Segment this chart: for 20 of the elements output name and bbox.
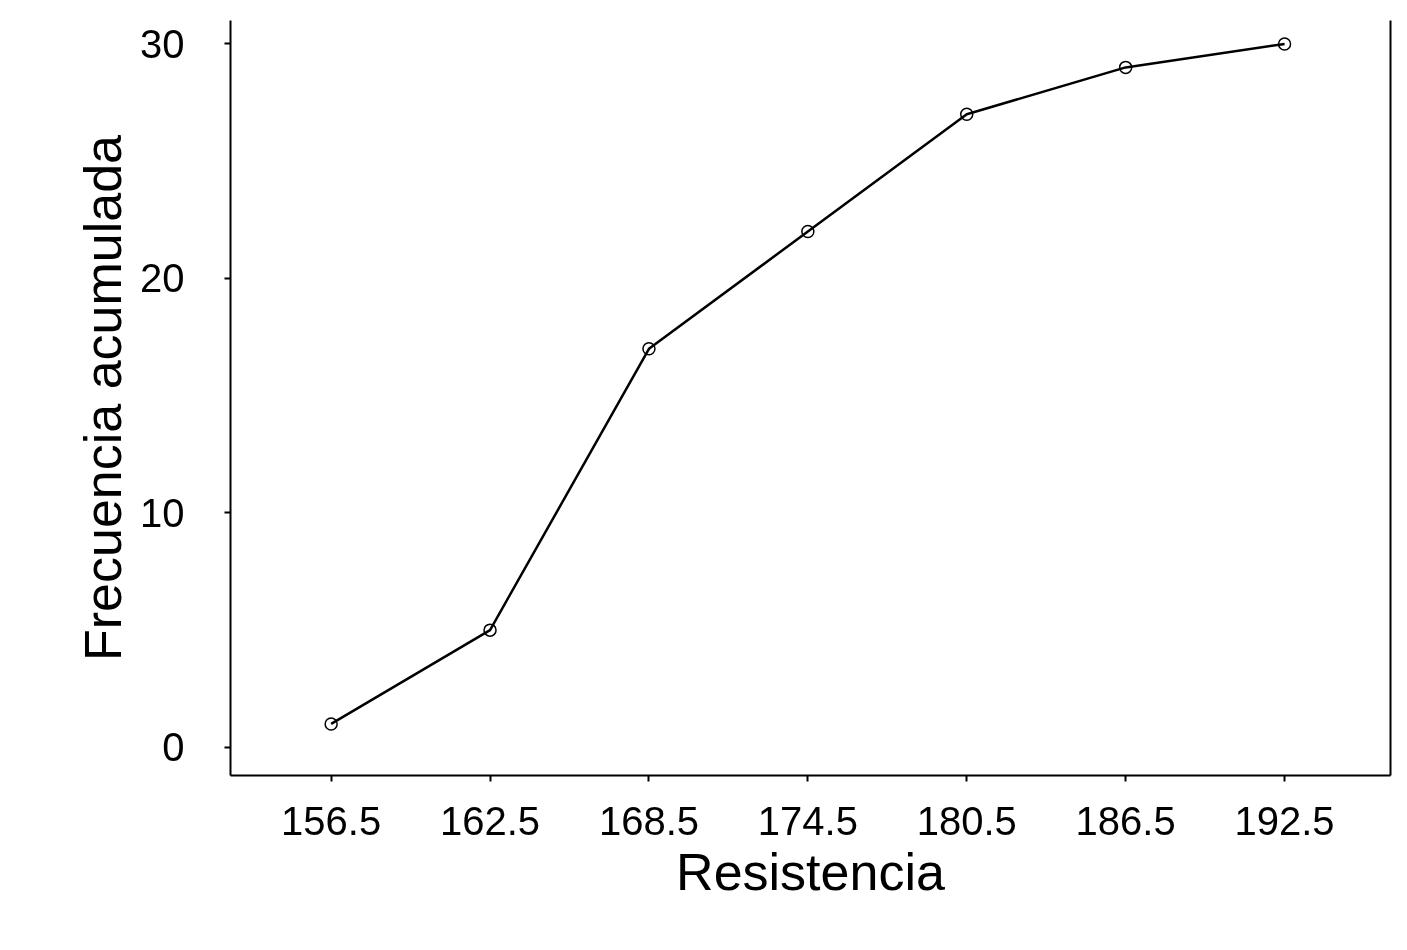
point — [1118, 60, 1133, 75]
point — [960, 107, 974, 122]
y-axis-title: Frecuencia acumulada — [74, 134, 133, 662]
point — [324, 717, 338, 731]
x-tick-label: 186.5 — [1075, 798, 1176, 843]
point — [801, 224, 815, 239]
y-tick-label: 30 — [140, 21, 185, 66]
point — [642, 342, 656, 356]
point — [1277, 37, 1292, 51]
y-tick-label: 0 — [162, 725, 185, 770]
x-tick-label: 156.5 — [281, 798, 382, 843]
x-tick-label: 162.5 — [439, 798, 541, 843]
point — [483, 623, 497, 637]
x-axis-title: Resistencia — [676, 842, 945, 901]
x-tick-label: 192.5 — [1234, 798, 1335, 843]
x-tick-label: 180.5 — [916, 798, 1017, 843]
y-tick-label: 10 — [140, 490, 185, 535]
x-tick-label: 174.5 — [757, 798, 858, 843]
x-tick-label: 168.5 — [598, 798, 700, 843]
y-tick-label: 20 — [140, 256, 185, 301]
